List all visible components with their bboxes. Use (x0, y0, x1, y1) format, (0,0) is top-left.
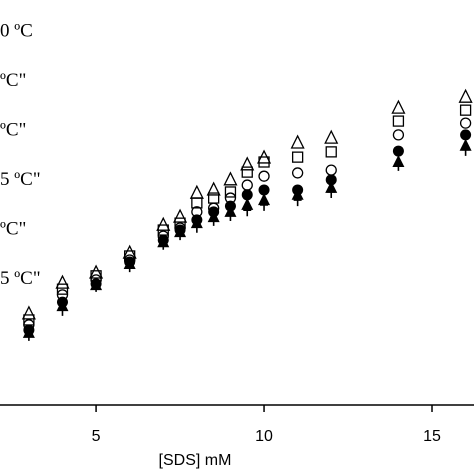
marker (125, 260, 134, 273)
marker (392, 145, 404, 157)
legend-label: ºC" (0, 218, 26, 239)
marker (459, 104, 472, 116)
marker (156, 216, 171, 231)
marker (209, 213, 218, 226)
marker (260, 198, 269, 211)
marker (240, 156, 255, 171)
marker (324, 129, 339, 144)
marker (223, 171, 238, 186)
marker (394, 158, 403, 171)
x-tick-label: 5 (92, 428, 101, 445)
marker (159, 237, 168, 250)
marker (241, 179, 253, 191)
marker (293, 194, 302, 207)
marker (58, 303, 67, 316)
marker (173, 208, 188, 223)
marker (325, 164, 337, 176)
marker (459, 117, 472, 129)
legend-label: 0 ºC (0, 20, 33, 41)
marker (226, 209, 235, 222)
marker (391, 99, 406, 114)
marker (92, 279, 101, 292)
marker (291, 151, 304, 163)
marker (291, 187, 304, 200)
marker (189, 184, 204, 199)
marker (241, 166, 253, 178)
marker (241, 189, 253, 201)
marker (258, 156, 270, 168)
marker (325, 174, 337, 186)
marker (291, 167, 304, 179)
marker (176, 228, 185, 241)
marker (392, 115, 405, 127)
marker (392, 129, 405, 141)
marker (89, 264, 104, 279)
x-axis-label: [SDS] mM (159, 452, 232, 469)
marker (191, 197, 203, 209)
x-tick-label: 15 (423, 428, 441, 445)
x-tick-label: 10 (255, 428, 273, 445)
legend-label: ºC" (0, 70, 26, 91)
legend-label: 5 ºC" (0, 169, 41, 190)
marker (460, 129, 472, 141)
marker (325, 146, 337, 158)
marker (258, 184, 270, 196)
marker (458, 88, 473, 103)
marker (241, 197, 254, 210)
legend-label: 5 ºC" (0, 268, 41, 289)
legend-label: ºC" (0, 119, 26, 140)
marker (24, 328, 33, 341)
marker (243, 204, 252, 217)
marker (55, 274, 70, 289)
marker (258, 170, 270, 182)
marker (21, 305, 36, 320)
marker (327, 185, 336, 198)
marker (192, 220, 201, 233)
marker (290, 134, 305, 149)
marker (206, 181, 221, 196)
marker (461, 143, 470, 156)
marker (224, 186, 237, 198)
marker (56, 283, 69, 295)
